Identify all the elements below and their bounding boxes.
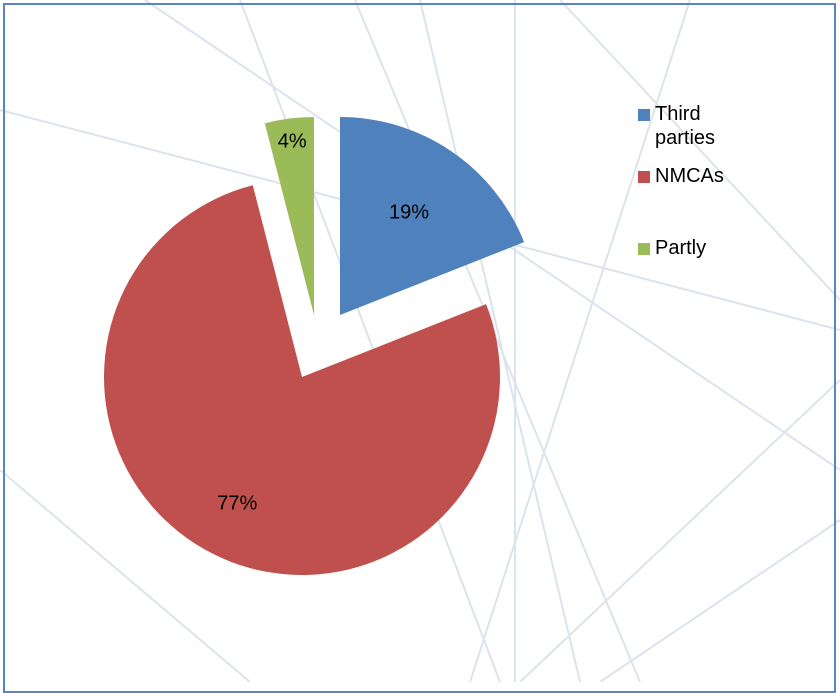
legend-item-nmcas: NMCAs [638,164,765,188]
data-label-third-parties: 19% [389,202,429,224]
legend-label-nmcas: NMCAs [655,165,724,187]
legend-item-third-parties: Third parties [638,102,765,150]
legend-swatch-third-parties [638,109,650,121]
legend-swatch-nmcas [638,171,650,183]
legend-label-partly: Partly [655,237,707,259]
legend-swatch-partly [638,243,650,255]
pie-slice-nmcas [104,185,501,576]
legend-item-partly: Partly [638,236,765,260]
data-label-partly: 4% [278,130,307,152]
pie-slice-third-parties [340,117,525,315]
legend-label-third-parties: Third parties [655,103,716,149]
data-label-nmcas: 77% [217,492,257,514]
pie-slice-partly [264,117,314,315]
